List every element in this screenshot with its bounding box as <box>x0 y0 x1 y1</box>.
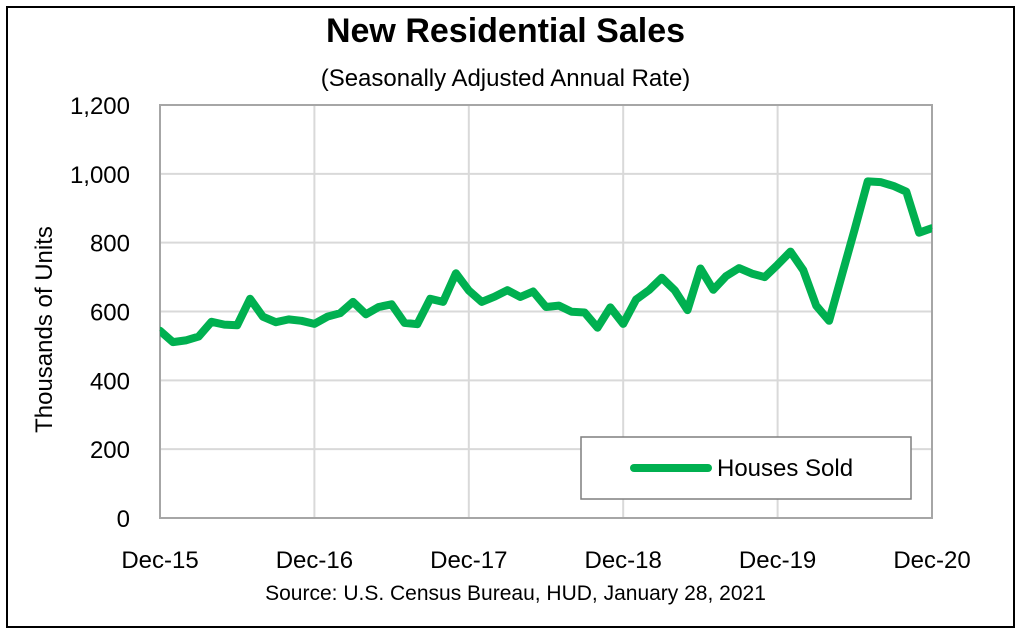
y-tick-label: 800 <box>90 231 130 258</box>
y-tick-label: 400 <box>90 368 130 395</box>
data-point <box>622 323 624 325</box>
data-point <box>635 298 637 300</box>
legend: Houses Sold <box>580 436 912 500</box>
data-point <box>236 324 238 326</box>
data-point <box>867 180 869 182</box>
y-axis-label: Thousands of Units <box>31 226 58 433</box>
x-tick-label: Dec-15 <box>121 547 198 574</box>
series-line-houses-sold <box>160 177 932 347</box>
data-point <box>468 290 470 292</box>
data-point <box>584 312 586 314</box>
data-point <box>892 185 894 187</box>
data-point <box>738 267 740 269</box>
x-tick-label: Dec-16 <box>276 547 353 574</box>
y-tick-label: 0 <box>117 506 130 533</box>
data-point <box>301 320 303 322</box>
data-point <box>416 323 418 325</box>
data-point <box>764 276 766 278</box>
data-point <box>198 336 200 338</box>
data-point <box>905 191 907 193</box>
data-point <box>854 228 856 230</box>
data-point <box>391 303 393 305</box>
data-point <box>313 323 315 325</box>
data-point <box>481 301 483 303</box>
data-point <box>609 306 611 308</box>
chart-source: Source: U.S. Census Bureau, HUD, January… <box>265 582 766 605</box>
data-point <box>288 318 290 320</box>
chart-subtitle: (Seasonally Adjusted Annual Rate) <box>320 65 691 92</box>
data-point <box>378 306 380 308</box>
plot-area-border <box>159 104 933 519</box>
x-tick-label: Dec-17 <box>430 547 507 574</box>
data-point <box>494 296 496 298</box>
data-point <box>815 305 817 307</box>
data-point <box>326 316 328 318</box>
chart-title: New Residential Sales <box>325 12 686 50</box>
data-point <box>339 312 341 314</box>
data-point <box>880 181 882 183</box>
data-point <box>506 289 508 291</box>
data-point <box>365 313 367 315</box>
data-point <box>648 289 650 291</box>
data-point <box>403 322 405 324</box>
x-axis-ticks: Dec-15 Dec-16 Dec-17 Dec-18 Dec-19 Dec-20 <box>121 547 970 574</box>
x-tick-label: Dec-19 <box>739 547 816 574</box>
data-point <box>275 321 277 323</box>
data-point <box>918 232 920 234</box>
data-point <box>725 275 727 277</box>
legend-label-houses-sold: Houses Sold <box>717 455 853 482</box>
data-point <box>455 272 457 274</box>
data-point <box>429 298 431 300</box>
chart-frame <box>6 6 1015 628</box>
data-point <box>661 277 663 279</box>
data-point <box>223 324 225 326</box>
x-tick-label: Dec-18 <box>585 547 662 574</box>
x-tick-label: Dec-20 <box>893 547 970 574</box>
y-tick-label: 1,000 <box>70 162 130 189</box>
y-axis-ticks: 0 200 400 600 800 1,000 1,200 <box>70 93 130 533</box>
series-group <box>159 177 933 347</box>
data-point <box>352 301 354 303</box>
data-point <box>558 305 560 307</box>
data-point <box>674 289 676 291</box>
data-point <box>262 316 264 318</box>
y-tick-label: 200 <box>90 437 130 464</box>
data-point <box>532 291 534 293</box>
data-point <box>712 289 714 291</box>
data-point <box>159 330 161 332</box>
data-point <box>519 296 521 298</box>
data-point <box>185 339 187 341</box>
data-point <box>249 298 251 300</box>
y-tick-label: 1,200 <box>70 93 130 120</box>
y-tick-label: 600 <box>90 300 130 327</box>
data-point <box>699 267 701 269</box>
data-point <box>210 321 212 323</box>
data-point <box>789 251 791 253</box>
data-point <box>931 227 933 229</box>
data-point <box>802 269 804 271</box>
data-point <box>841 274 843 276</box>
data-point <box>596 327 598 329</box>
data-point <box>442 301 444 303</box>
data-point <box>777 264 779 266</box>
data-point <box>172 341 174 343</box>
data-point <box>545 306 547 308</box>
data-point <box>751 273 753 275</box>
data-point <box>828 320 830 322</box>
data-point <box>687 309 689 311</box>
data-point <box>571 311 573 313</box>
